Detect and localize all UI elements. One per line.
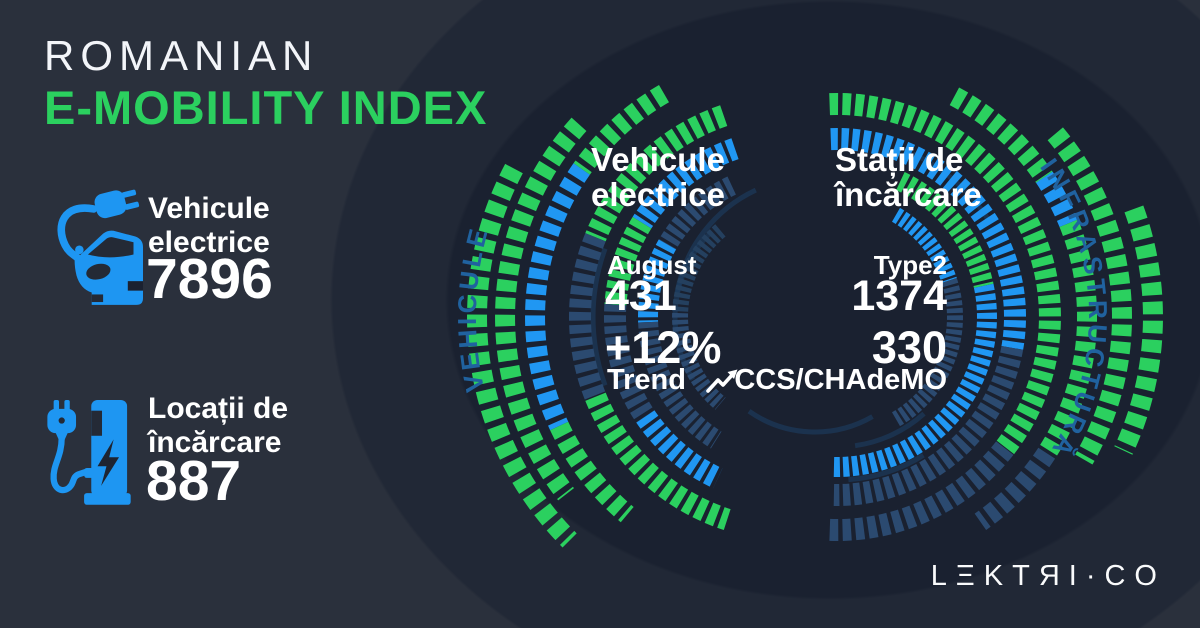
month-value: 431 (605, 272, 677, 320)
gauge-right-heading: Stații de încărcare (835, 142, 982, 212)
title-line-1: ROMANIAN (44, 32, 319, 79)
stat-ev-label-line2: electrice (148, 226, 270, 259)
month-label: August (607, 250, 697, 280)
stat-locations-label: Locații de încărcare (148, 392, 288, 460)
gauge-rings (467, 84, 1163, 548)
charging-station-icon (47, 399, 131, 505)
ev-car-charging-icon (57, 189, 143, 305)
trend-up-icon (706, 369, 738, 393)
gauge-left-heading-line1: Vehicule (591, 141, 725, 178)
stat-ev-label-line1: Vehicule (148, 192, 270, 225)
gauge-right-heading-line1: Stații de (835, 141, 964, 178)
gauge-left-heading: Vehicule electrice (568, 142, 748, 212)
type2-label: Type2 (873, 250, 947, 280)
vehicule-ring-label-text: VEHICULE (452, 222, 491, 394)
ccs-label: CCS/CHAdeMO (734, 364, 947, 396)
gauge-left-heading-line2: electrice (591, 176, 725, 213)
gauge-right-heading-line2: încărcare (835, 176, 982, 213)
stat-locations-value: 887 (146, 449, 242, 513)
stat-ev-label: Vehicule electrice (148, 192, 270, 260)
type2-value: 1374 (851, 272, 947, 320)
vehicule-ring-label: VEHICULE (452, 222, 495, 394)
trend-label: Trend (607, 364, 686, 396)
stat-locations-label-line1: Locații de (148, 392, 289, 425)
lektrico-logo: LΞKTЯI·CO (930, 560, 1166, 592)
stat-ev-value: 7896 (146, 247, 273, 311)
trend-value: +12% (605, 322, 722, 373)
title-line-2: E-MOBILITY INDEX (44, 81, 488, 134)
stat-locations-label-line2: încărcare (148, 426, 282, 459)
ccs-value: 330 (871, 322, 947, 373)
